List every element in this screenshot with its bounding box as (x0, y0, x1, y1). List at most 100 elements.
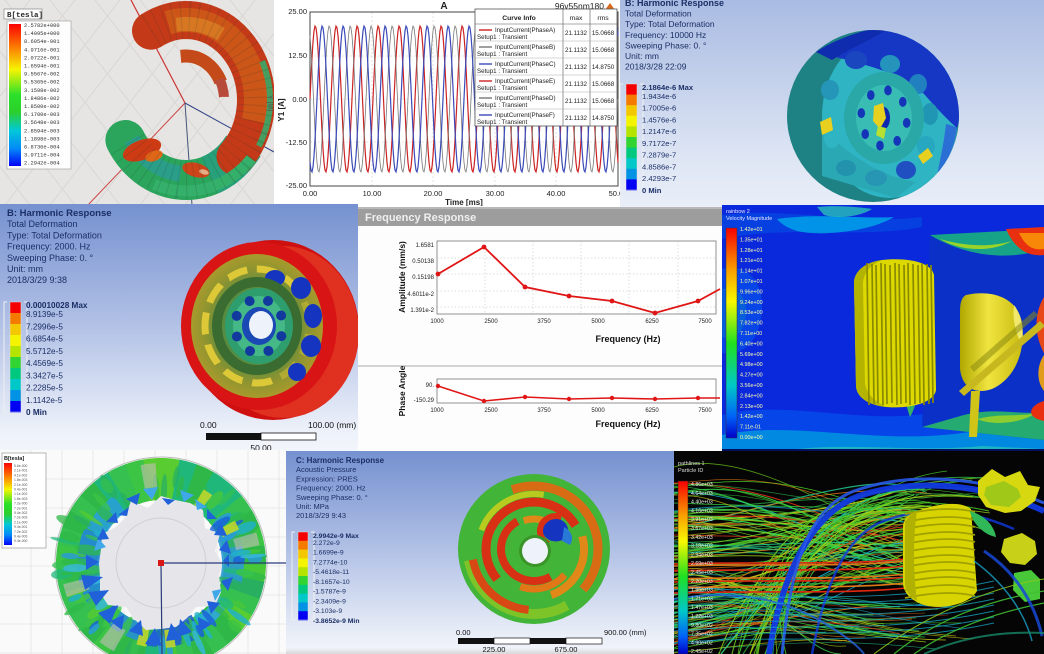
svg-text:1.4095e+000: 1.4095e+000 (24, 31, 60, 37)
svg-text:B[tesla]: B[tesla] (4, 456, 24, 462)
svg-text:14.8750: 14.8750 (592, 115, 615, 122)
svg-text:Setup1 : Transient: Setup1 : Transient (477, 51, 527, 58)
svg-text:Unit: mm: Unit: mm (625, 51, 659, 61)
svg-text:Unit: MPa: Unit: MPa (296, 502, 330, 511)
svg-text:1.4576e-6: 1.4576e-6 (642, 115, 676, 124)
svg-text:4.16e+03: 4.16e+03 (691, 508, 713, 514)
svg-text:Curve Info: Curve Info (502, 15, 536, 22)
svg-text:1.28e+01: 1.28e+01 (740, 248, 763, 254)
svg-text:50.00: 50.00 (250, 443, 272, 451)
svg-text:Velocity Magnitude: Velocity Magnitude (726, 216, 772, 222)
svg-text:4.98e+00: 4.98e+00 (740, 362, 763, 368)
svg-text:7.2e-000: 7.2e-000 (14, 502, 27, 506)
svg-text:1.9434e-6: 1.9434e-6 (642, 92, 676, 101)
svg-text:-12.50: -12.50 (286, 138, 307, 147)
svg-text:1.22e+03: 1.22e+03 (691, 614, 713, 620)
svg-text:0.00: 0.00 (303, 189, 318, 198)
svg-text:7500: 7500 (698, 408, 712, 414)
svg-text:-150.29: -150.29 (414, 398, 435, 404)
svg-text:15.0668: 15.0668 (592, 30, 615, 37)
svg-text:3750: 3750 (537, 319, 551, 325)
svg-text:2.45e+02: 2.45e+02 (691, 649, 713, 654)
svg-text:-3.103e-9: -3.103e-9 (313, 608, 342, 615)
svg-text:14.8750: 14.8750 (592, 64, 615, 71)
svg-text:1.47e+03: 1.47e+03 (691, 605, 713, 611)
svg-text:5.6e-000: 5.6e-000 (14, 464, 27, 468)
svg-text:9.96e+00: 9.96e+00 (740, 289, 763, 295)
svg-text:8.53e+00: 8.53e+00 (740, 310, 763, 316)
svg-text:900.00 (mm): 900.00 (mm) (604, 628, 647, 637)
svg-text:1.1898e-003: 1.1898e-003 (24, 136, 60, 142)
svg-text:1.35e+01: 1.35e+01 (740, 237, 763, 243)
svg-text:0 Min: 0 Min (26, 408, 47, 417)
svg-text:30.00: 30.00 (486, 189, 505, 198)
svg-text:25.00: 25.00 (288, 7, 307, 16)
svg-text:2.5782e+000: 2.5782e+000 (24, 23, 60, 29)
svg-text:B[tesla]: B[tesla] (7, 12, 43, 20)
svg-text:21.1132: 21.1132 (565, 115, 587, 122)
svg-text:2.1e-000: 2.1e-000 (14, 520, 27, 524)
svg-text:Sweeping Phase: 0. °: Sweeping Phase: 0. ° (7, 253, 94, 263)
svg-text:12.50: 12.50 (288, 51, 307, 60)
svg-text:2500: 2500 (484, 408, 498, 414)
svg-text:21.1132: 21.1132 (565, 81, 587, 88)
svg-text:2.272e-9: 2.272e-9 (313, 540, 340, 547)
svg-text:InputCurrent(PhaseE): InputCurrent(PhaseE) (495, 78, 555, 85)
svg-text:7.82e+00: 7.82e+00 (740, 321, 763, 327)
svg-text:1.8e-003: 1.8e-003 (14, 497, 27, 501)
svg-text:0.00e+00: 0.00e+00 (740, 435, 763, 441)
svg-text:2.1e-000: 2.1e-000 (14, 483, 27, 487)
svg-text:Setup1 : Transient: Setup1 : Transient (477, 102, 527, 109)
svg-text:0.50138: 0.50138 (412, 259, 434, 265)
svg-text:Frequency: 2000. Hz: Frequency: 2000. Hz (296, 484, 366, 493)
svg-text:2.0722e-001: 2.0722e-001 (24, 55, 60, 61)
svg-text:7.2996e-5: 7.2996e-5 (26, 322, 63, 331)
svg-text:675.00: 675.00 (555, 645, 578, 654)
svg-text:4.8586e-7: 4.8586e-7 (642, 162, 676, 171)
svg-text:3.5648e-003: 3.5648e-003 (24, 120, 60, 126)
svg-text:1.1e-002: 1.1e-002 (14, 492, 27, 496)
svg-text:2.20e+03: 2.20e+03 (691, 579, 713, 585)
svg-text:0.15198: 0.15198 (412, 275, 434, 281)
svg-text:Frequency (Hz): Frequency (Hz) (595, 334, 660, 344)
svg-text:50.00: 50.00 (609, 189, 620, 198)
svg-text:6.8736e-004: 6.8736e-004 (24, 145, 60, 151)
svg-text:6.1700e-003: 6.1700e-003 (24, 112, 60, 118)
svg-text:7.2774e-10: 7.2774e-10 (313, 559, 348, 566)
svg-text:9.4e-002: 9.4e-002 (14, 511, 27, 515)
svg-text:40.00: 40.00 (547, 189, 566, 198)
svg-text:Setup1 : Transient: Setup1 : Transient (477, 85, 527, 92)
svg-text:1.1142e-5: 1.1142e-5 (26, 396, 63, 405)
svg-text:5.5712e-5: 5.5712e-5 (26, 347, 63, 356)
svg-text:1.8500e-002: 1.8500e-002 (24, 104, 60, 110)
svg-text:4.9716e-001: 4.9716e-001 (24, 47, 60, 53)
svg-text:max: max (570, 15, 583, 22)
svg-text:3.1598e-002: 3.1598e-002 (24, 88, 60, 94)
svg-text:7.11e+00: 7.11e+00 (740, 331, 762, 337)
svg-text:96v55nm180: 96v55nm180 (555, 1, 604, 11)
svg-text:1.6594e-001: 1.6594e-001 (24, 64, 60, 70)
svg-text:7.2879e-7: 7.2879e-7 (642, 151, 676, 160)
svg-text:2.9942e-9 Max: 2.9942e-9 Max (313, 533, 359, 540)
svg-text:5000: 5000 (591, 319, 605, 325)
svg-text:7.11e-01: 7.11e-01 (740, 425, 761, 431)
svg-text:9.5567e-002: 9.5567e-002 (24, 72, 60, 78)
svg-text:Sweeping Phase: 0. °: Sweeping Phase: 0. ° (296, 493, 368, 502)
svg-text:C: Harmonic Response: C: Harmonic Response (296, 456, 385, 465)
svg-text:1000: 1000 (430, 408, 444, 414)
svg-text:Y1 [A]: Y1 [A] (277, 98, 286, 121)
svg-text:2500: 2500 (484, 319, 498, 325)
svg-text:Setup1 : Transient: Setup1 : Transient (477, 68, 527, 75)
svg-text:7.2e-002: 7.2e-002 (14, 530, 27, 534)
svg-text:4.90e+02: 4.90e+02 (691, 640, 713, 646)
svg-text:7.2e-001: 7.2e-001 (14, 506, 27, 510)
svg-text:InputCurrent(PhaseF): InputCurrent(PhaseF) (495, 112, 555, 119)
svg-text:2.4293e-7: 2.4293e-7 (642, 174, 676, 183)
svg-text:1.71e+03: 1.71e+03 (691, 596, 713, 602)
svg-text:InputCurrent(PhaseC): InputCurrent(PhaseC) (495, 61, 556, 68)
svg-text:3.42e+03: 3.42e+03 (691, 535, 713, 541)
svg-text:2.94e+03: 2.94e+03 (691, 552, 713, 558)
svg-text:0.00010028 Max: 0.00010028 Max (26, 301, 88, 310)
svg-text:1.42e+01: 1.42e+01 (740, 227, 763, 233)
svg-text:2.2942e-004: 2.2942e-004 (24, 161, 60, 167)
